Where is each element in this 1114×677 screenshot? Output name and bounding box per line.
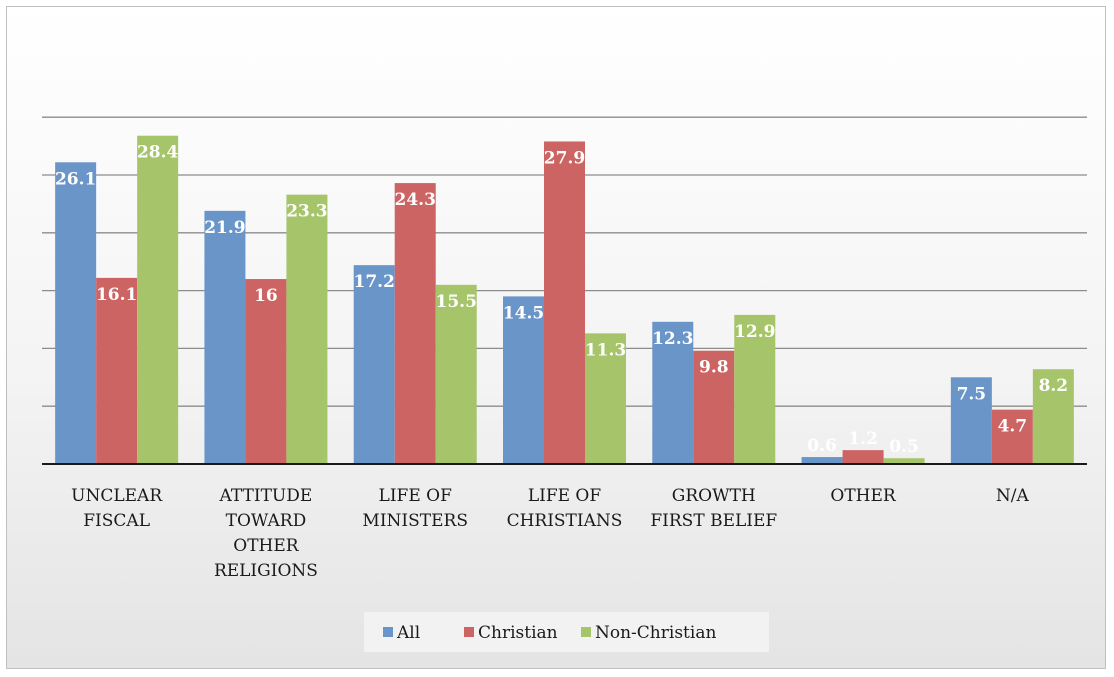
bar xyxy=(55,162,97,464)
legend-swatch xyxy=(581,627,591,637)
bar xyxy=(394,183,436,465)
legend-label: All xyxy=(396,623,420,643)
category-label: RELIGIONS xyxy=(214,561,318,581)
data-label: 0.6 xyxy=(807,436,837,456)
data-label: 21.9 xyxy=(204,218,245,238)
bar xyxy=(950,377,992,464)
data-label: 1.2 xyxy=(848,429,878,449)
bar xyxy=(734,314,776,464)
data-label: 15.5 xyxy=(436,292,477,312)
legend-label: Non-Christian xyxy=(595,623,716,643)
bar xyxy=(801,457,843,464)
data-label: 26.1 xyxy=(55,169,96,189)
bar xyxy=(883,458,925,464)
bar xyxy=(503,296,544,464)
category-label: OTHER xyxy=(830,486,897,506)
data-label: 14.5 xyxy=(503,303,544,323)
bar xyxy=(1032,369,1074,464)
data-label: 28.4 xyxy=(137,143,179,163)
data-label: 8.2 xyxy=(1039,376,1069,396)
data-label: 9.8 xyxy=(699,358,729,378)
bar xyxy=(652,321,694,464)
category-label: LIFE OF xyxy=(528,486,602,506)
category-label: UNCLEAR xyxy=(71,486,163,506)
bar xyxy=(585,333,626,464)
x-axis: UNCLEAR FISCAL ATTITUDE TOWARD OTHER RELIGION… xyxy=(42,463,1087,581)
legend-swatch xyxy=(383,627,393,637)
bar xyxy=(204,210,246,464)
legend: All Christian Non-Christian xyxy=(364,612,769,652)
data-label: 12.9 xyxy=(734,322,775,342)
bar xyxy=(435,284,477,464)
category-label: FIRST BELIEF xyxy=(650,511,777,531)
data-label: 12.3 xyxy=(652,329,693,349)
data-labels: 26.1 16.1 28.4 21.9 16 23.3 17.2 24.3 15.5 14.5 27… xyxy=(55,143,1068,458)
bar xyxy=(245,279,287,464)
category-label: FISCAL xyxy=(83,511,150,531)
legend-swatch xyxy=(464,627,474,637)
data-label: 4.7 xyxy=(998,417,1028,437)
data-label: 16 xyxy=(254,286,278,306)
legend-label: Christian xyxy=(478,623,558,643)
category-label: TOWARD xyxy=(226,511,307,531)
bars xyxy=(55,135,1074,465)
category-label: MINISTERS xyxy=(362,511,468,531)
data-label: 0.5 xyxy=(889,437,919,457)
data-label: 16.1 xyxy=(96,285,137,305)
category-label: GROWTH xyxy=(672,486,756,506)
bar xyxy=(842,450,884,464)
bar xyxy=(693,350,735,464)
data-label: 11.3 xyxy=(585,340,626,360)
data-label: 24.3 xyxy=(395,190,436,210)
bar xyxy=(286,194,328,465)
bar xyxy=(544,141,585,464)
category-label: OTHER xyxy=(233,536,300,556)
category-label: CHRISTIANS xyxy=(507,511,623,531)
data-label: 27.9 xyxy=(544,148,585,168)
bar xyxy=(137,135,179,465)
data-label: 17.2 xyxy=(354,272,395,292)
data-label: 7.5 xyxy=(957,384,987,404)
legend-box xyxy=(364,612,769,652)
category-label: LIFE OF xyxy=(379,486,453,506)
bar xyxy=(96,277,138,464)
category-label: N/A xyxy=(996,486,1030,506)
bar xyxy=(353,265,395,464)
bar xyxy=(991,409,1033,464)
data-label: 23.3 xyxy=(286,202,327,222)
category-label: ATTITUDE xyxy=(219,486,313,506)
